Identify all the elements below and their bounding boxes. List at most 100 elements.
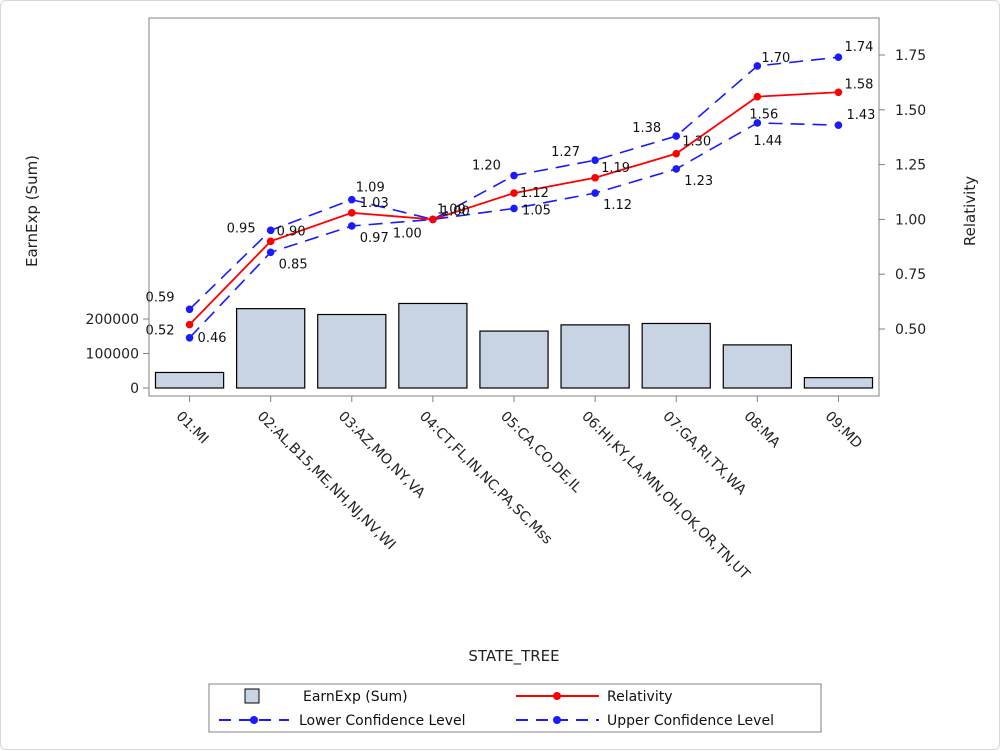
relativity-point-9 bbox=[834, 88, 843, 97]
legend-upper: Upper Confidence Level bbox=[607, 713, 774, 729]
y2-axis-title: Relativity bbox=[961, 176, 979, 246]
right-tick-label: 1.75 bbox=[895, 48, 926, 64]
bar-series bbox=[154, 302, 874, 389]
relativity-point-4 bbox=[429, 215, 437, 224]
x-tick-label: 04:CT,FL,IN,NC,PA,SC,Mss bbox=[416, 409, 555, 548]
left-axis: 0 100000 200000 bbox=[86, 312, 150, 397]
relativity-point-1 bbox=[185, 320, 194, 329]
upper-ci-point-2 bbox=[266, 226, 275, 235]
x-tick-label: 08:MA bbox=[741, 409, 784, 452]
bar-9 bbox=[803, 377, 874, 389]
lower-ci-point-8 bbox=[753, 119, 762, 127]
upper-ci-point-6 bbox=[591, 156, 599, 165]
upper-ci-label-3: 1.09 bbox=[356, 181, 385, 196]
line-markers bbox=[185, 53, 843, 342]
bar-8 bbox=[722, 344, 792, 389]
bar-2 bbox=[236, 308, 306, 389]
relativity-point-2 bbox=[266, 237, 275, 246]
line-series bbox=[188, 56, 839, 339]
x-tick-label: 01:MI bbox=[173, 409, 212, 448]
relativity-label-2: 0.90 bbox=[277, 224, 306, 239]
bar-6 bbox=[560, 324, 630, 389]
upper-ci-point-3 bbox=[347, 195, 356, 204]
bar-3 bbox=[317, 313, 387, 389]
legend-box bbox=[208, 683, 822, 733]
data-labels: 0.52 0.90 1.03 1.00 1.12 1.19 1.30 1.56 1.58 0.46… bbox=[146, 40, 876, 346]
right-tick-label: 1.25 bbox=[895, 158, 926, 174]
upper-ci-label-2: 0.95 bbox=[227, 221, 256, 236]
lower-ci-point-6 bbox=[591, 189, 599, 197]
lower-ci-label-1: 0.46 bbox=[198, 331, 227, 346]
x-tick-label: 09:MD bbox=[822, 409, 865, 452]
legend-relativity: Relativity bbox=[607, 689, 673, 705]
lower-ci-label-2: 0.85 bbox=[279, 257, 308, 272]
relativity-point-5 bbox=[510, 189, 518, 197]
bar-1 bbox=[154, 371, 225, 389]
x-axis: 01:MI 02:AL,B15,ME,NH,NJ,NV,WI03:AZ,MO,NY… bbox=[173, 396, 865, 583]
legend-lower-marker bbox=[250, 716, 258, 724]
relativity-label-1: 0.52 bbox=[146, 324, 175, 339]
lower-ci-point-9 bbox=[834, 121, 843, 129]
lower-ci-point-5 bbox=[510, 204, 518, 213]
right-tick-label: 1.00 bbox=[895, 212, 926, 228]
upper-ci-label-8: 1.70 bbox=[761, 51, 790, 66]
left-tick-label: 0 bbox=[130, 381, 139, 397]
relativity-label-3: 1.03 bbox=[360, 196, 389, 211]
upper-ci-label-1: 0.59 bbox=[146, 290, 175, 305]
legend-bar-swatch bbox=[244, 688, 260, 704]
right-tick-label: 0.50 bbox=[895, 322, 926, 338]
x-tick-label: 07:GA,RI,TX,WA bbox=[659, 409, 749, 499]
bar-5 bbox=[479, 330, 549, 389]
legend-relativity-marker bbox=[553, 692, 561, 700]
lower-ci-label-4: 1.00 bbox=[393, 226, 422, 241]
lower-ci-point-3 bbox=[347, 222, 356, 230]
relativity-point-8 bbox=[753, 92, 762, 101]
relativity-point-6 bbox=[591, 173, 599, 182]
lower-ci-point-7 bbox=[672, 165, 681, 173]
lower-ci-line bbox=[188, 122, 839, 339]
bar-4 bbox=[398, 302, 468, 389]
upper-ci-label-4: 1.00 bbox=[437, 202, 466, 217]
upper-ci-point-8 bbox=[753, 62, 762, 70]
right-axis: 0.50 0.75 1.00 1.25 1.50 1.75 bbox=[879, 48, 926, 338]
bar-7 bbox=[641, 322, 711, 389]
lower-ci-label-7: 1.23 bbox=[684, 174, 713, 189]
x-tick-label: 03:AZ,MO,NY,VA bbox=[335, 409, 428, 502]
left-tick-label: 200000 bbox=[86, 312, 139, 328]
legend-earnexp: EarnExp (Sum) bbox=[303, 689, 408, 705]
relativity-label-6: 1.19 bbox=[601, 161, 630, 176]
upper-ci-point-9 bbox=[834, 53, 843, 61]
legend-lower: Lower Confidence Level bbox=[299, 713, 466, 729]
upper-ci-label-7: 1.38 bbox=[632, 121, 661, 136]
x-tick-label: 05:CA,CO,DE,IL bbox=[497, 409, 585, 497]
upper-ci-point-5 bbox=[510, 171, 518, 180]
x-axis-title: STATE_TREE bbox=[468, 647, 559, 666]
left-tick-label: 100000 bbox=[86, 347, 139, 363]
lower-ci-point-1 bbox=[185, 333, 194, 342]
lower-ci-label-5: 1.05 bbox=[522, 203, 551, 218]
lower-ci-label-3: 0.97 bbox=[360, 231, 389, 246]
upper-ci-point-7 bbox=[672, 132, 681, 140]
y-axis-title: EarnExp (Sum) bbox=[23, 155, 41, 267]
lower-ci-label-6: 1.12 bbox=[603, 198, 632, 213]
right-tick-label: 0.75 bbox=[895, 267, 926, 283]
relativity-label-4: 1.00 bbox=[441, 204, 470, 219]
x-tick-label: 06:HI,KY,LA,MN,OH,OK,OR,TN,UT bbox=[578, 409, 753, 584]
relativity-label-5: 1.12 bbox=[520, 186, 549, 201]
x-tick-label: 02:AL,B15,ME,NH,NJ,NV,WI bbox=[254, 409, 399, 554]
upper-ci-label-9: 1.74 bbox=[844, 40, 873, 55]
upper-ci-label-5: 1.20 bbox=[472, 159, 501, 174]
relativity-point-3 bbox=[347, 209, 356, 217]
legend-upper-marker bbox=[553, 716, 561, 724]
legend: EarnExp (Sum) Relativity Lower Confidenc… bbox=[208, 683, 822, 733]
relativity-label-8: 1.56 bbox=[749, 108, 778, 123]
upper-ci-label-6: 1.27 bbox=[551, 145, 580, 160]
lower-ci-label-8: 1.44 bbox=[753, 134, 782, 149]
lower-ci-label-9: 1.43 bbox=[846, 108, 875, 123]
relativity-label-7: 1.30 bbox=[682, 135, 711, 150]
relativity-label-9: 1.58 bbox=[844, 77, 873, 92]
lower-ci-point-2 bbox=[266, 248, 275, 257]
upper-ci-point-1 bbox=[185, 305, 194, 314]
